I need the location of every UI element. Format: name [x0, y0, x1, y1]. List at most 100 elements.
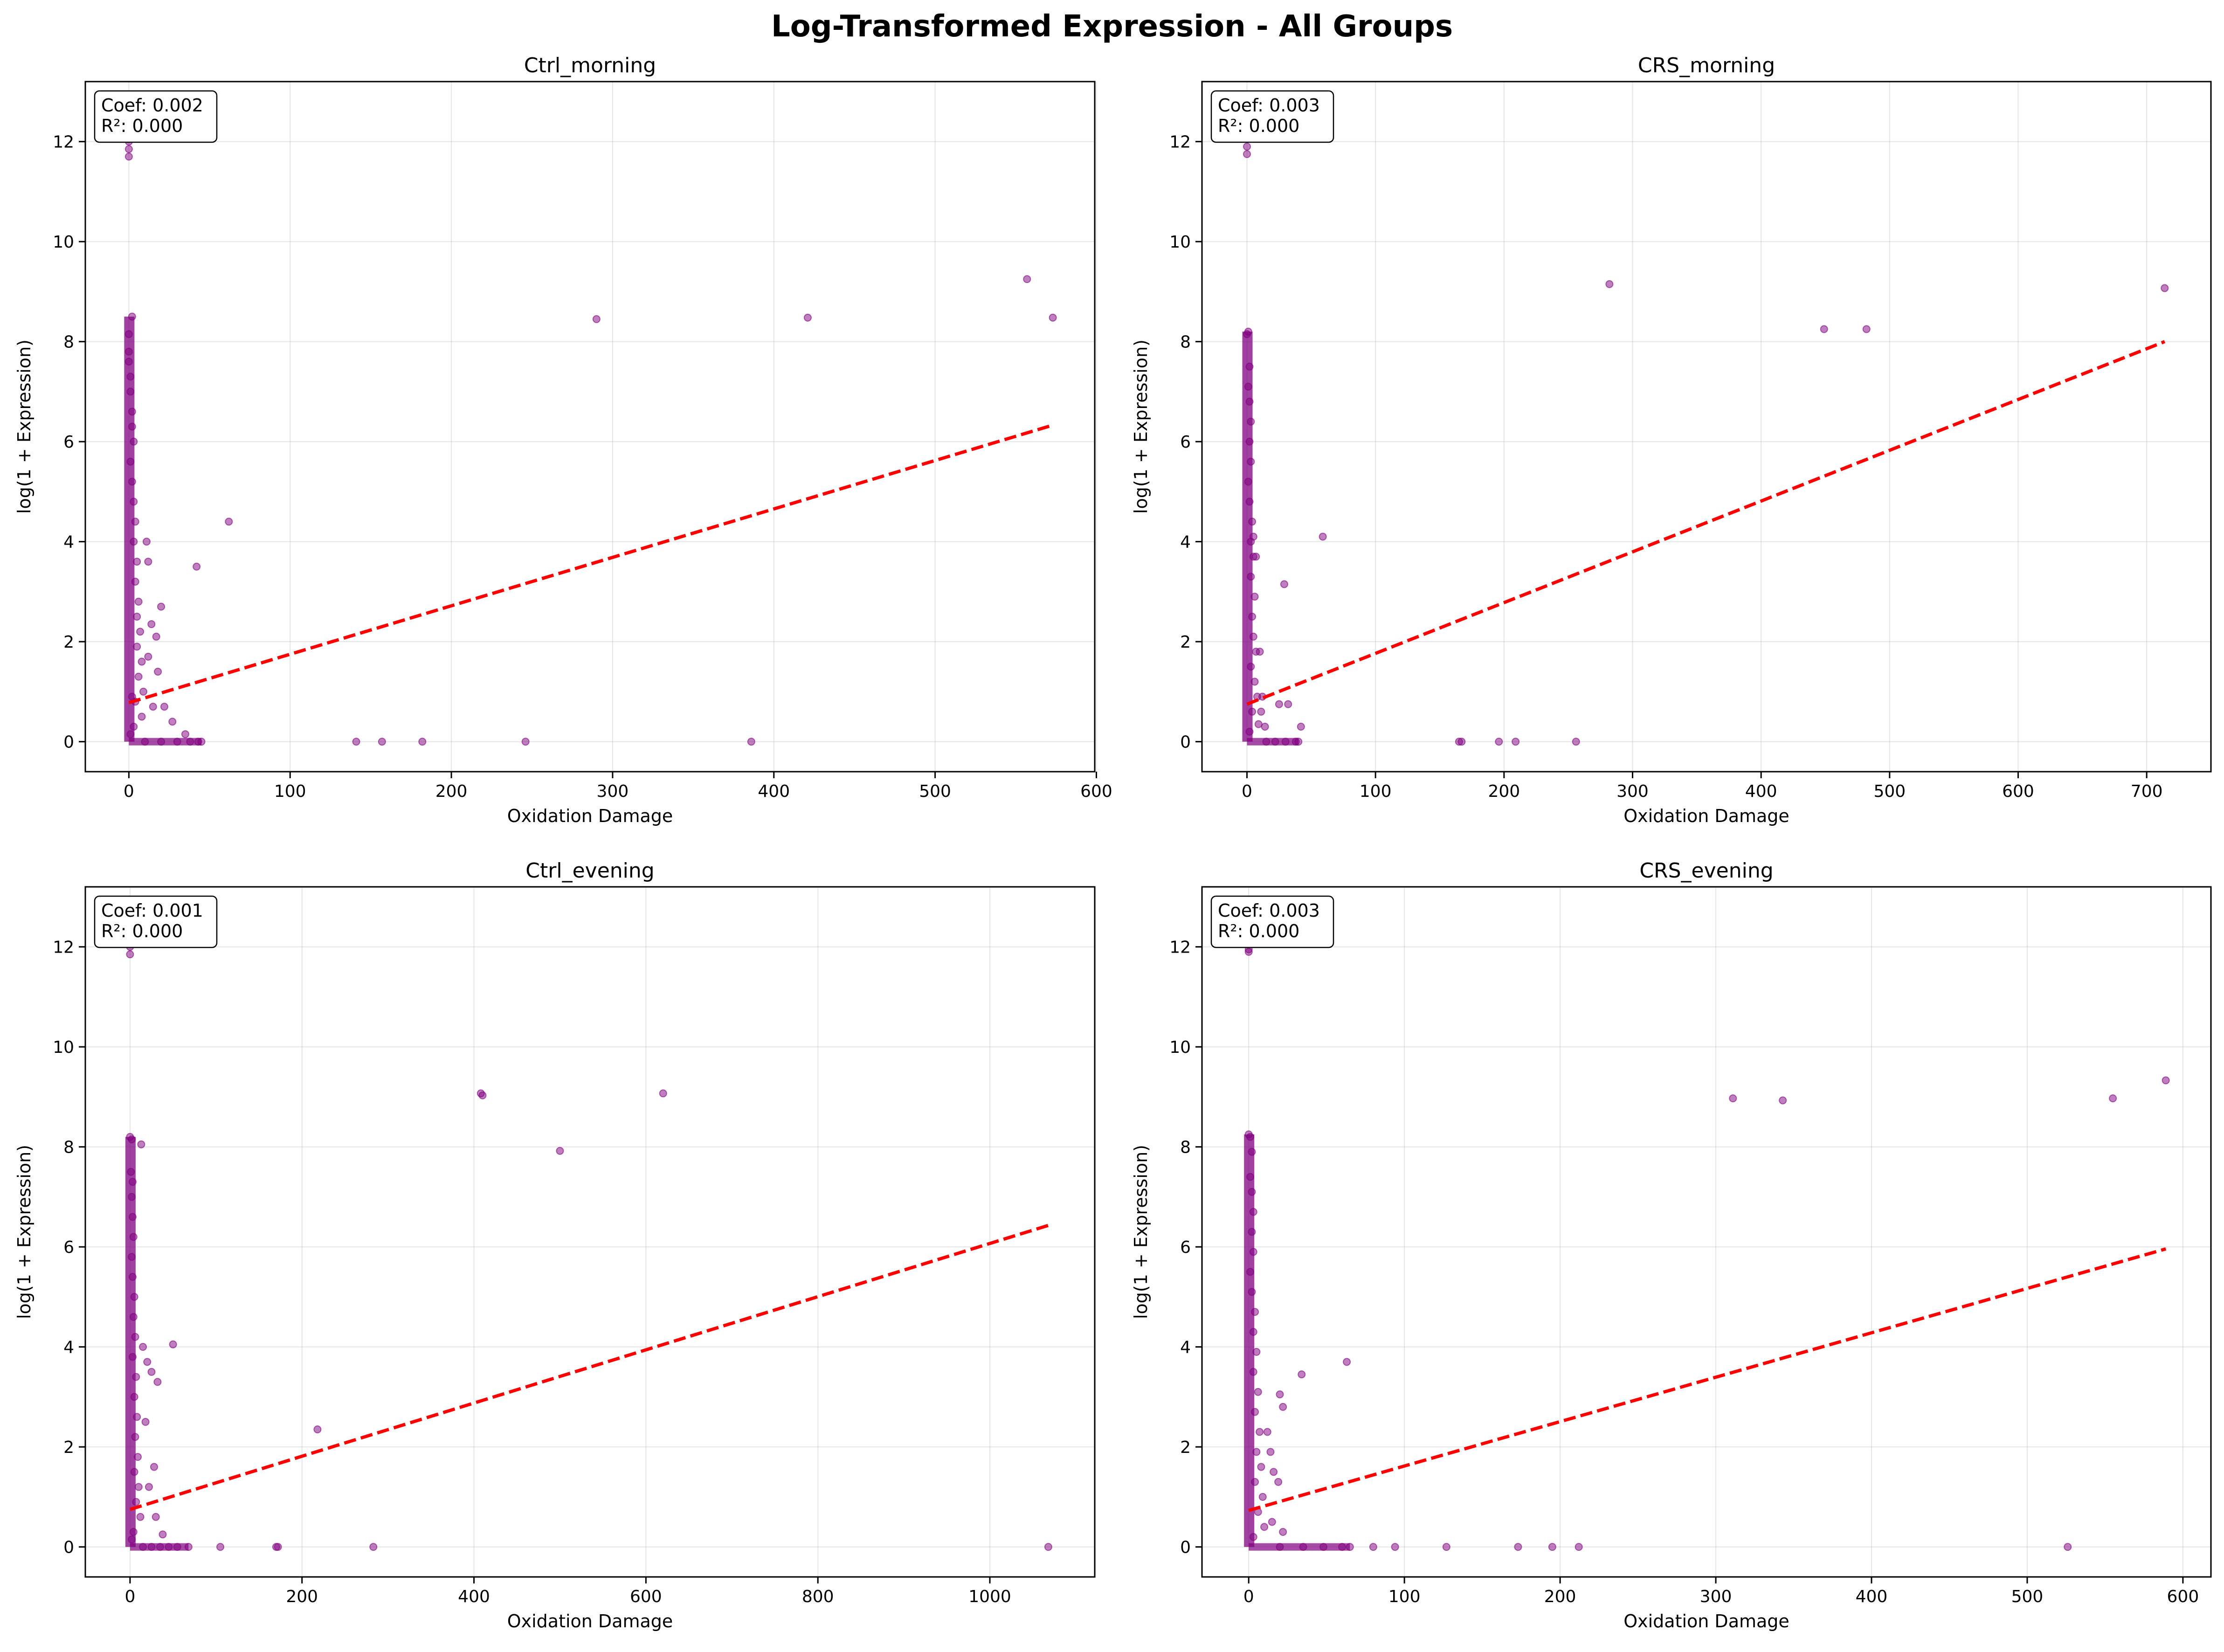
dense-point-cluster	[124, 317, 202, 746]
axes-frame	[1201, 81, 2212, 773]
data-point	[152, 632, 160, 641]
data-point	[160, 703, 168, 711]
dense-baseline	[1249, 1543, 1350, 1551]
y-tick-label: 4	[63, 1338, 74, 1357]
x-tick-label: 100	[1388, 1587, 1421, 1606]
x-tick-label: 600	[2002, 782, 2034, 801]
data-point	[1275, 700, 1283, 708]
data-point	[134, 672, 143, 681]
y-tick-label: 0	[63, 1538, 74, 1557]
x-tick-label: 0	[1242, 782, 1252, 801]
y-tick-label: 6	[63, 433, 74, 452]
data-point	[1605, 280, 1614, 288]
data-point	[592, 315, 601, 323]
x-tick-label: 400	[758, 782, 790, 801]
y-tick-label: 2	[63, 1438, 74, 1457]
y-axis-label: log(1 + Expression)	[14, 339, 35, 514]
data-point	[1575, 1543, 1583, 1551]
data-point	[138, 712, 146, 721]
x-tick-label: 0	[1243, 1587, 1254, 1606]
y-axis: 0 2 4 6 8 10 12	[53, 938, 85, 1557]
data-point	[1279, 1528, 1287, 1536]
data-point	[149, 703, 157, 711]
subplot-ctrl-evening: 0 200 400 600 800 1000 0 2 4 6 8 10 12 Oxidation Dama…	[14, 859, 1096, 1631]
x-tick-label: 300	[1616, 782, 1649, 801]
r2-text: R²: 0.000	[101, 921, 183, 941]
data-point	[1276, 1390, 1284, 1399]
data-point	[168, 718, 177, 726]
data-point	[1244, 947, 1253, 956]
y-tick-label: 2	[63, 633, 74, 652]
data-point	[124, 152, 133, 161]
data-point	[124, 145, 133, 153]
data-point	[2109, 1094, 2117, 1103]
x-tick-label: 600	[2167, 1587, 2199, 1606]
dense-baseline	[129, 738, 202, 746]
data-point	[418, 738, 427, 746]
data-point	[369, 1543, 378, 1551]
x-tick-label: 1000	[968, 1587, 1011, 1606]
data-point	[1260, 1523, 1269, 1531]
y-tick-label: 6	[1180, 433, 1191, 452]
x-tick-label: 0	[124, 1587, 135, 1606]
data-point	[1243, 150, 1251, 159]
x-tick-label: 400	[458, 1587, 490, 1606]
x-axis-label: Oxidation Damage	[507, 806, 673, 826]
data-point	[139, 1343, 147, 1351]
data-point	[1044, 1543, 1052, 1551]
data-point	[1457, 738, 1466, 746]
data-point	[133, 643, 141, 651]
data-point	[1263, 1428, 1271, 1436]
data-point	[1258, 1493, 1267, 1501]
dense-baseline	[1247, 738, 1298, 746]
data-point	[154, 668, 162, 676]
data-point	[1049, 313, 1057, 322]
figure-title: Log-Transformed Expression - All Groups	[771, 9, 1453, 44]
x-axis: 0 100 200 300 400 500 600	[124, 772, 1112, 801]
data-point	[378, 738, 386, 746]
data-point	[521, 738, 530, 746]
data-point	[152, 1513, 160, 1521]
y-tick-label: 12	[53, 133, 74, 152]
x-tick-label: 300	[597, 782, 629, 801]
data-point	[134, 597, 143, 606]
stats-box-frame	[1210, 895, 1334, 948]
x-tick-label: 500	[2011, 1587, 2044, 1606]
data-point	[352, 738, 360, 746]
y-axis: 0 2 4 6 8 10 12	[1169, 133, 1202, 752]
y-tick-label: 2	[1180, 1438, 1191, 1457]
x-tick-label: 600	[1080, 782, 1112, 801]
data-point	[1572, 738, 1580, 746]
data-point	[181, 730, 189, 739]
y-tick-label: 12	[1169, 938, 1191, 957]
x-axis-label: Oxidation Damage	[1623, 1611, 1789, 1631]
data-point	[1279, 1403, 1287, 1411]
subplot-title: CRS_evening	[1639, 859, 1773, 883]
data-point	[1261, 722, 1269, 731]
y-tick-label: 4	[1180, 1338, 1191, 1357]
data-point	[143, 1358, 152, 1366]
data-point	[216, 1543, 225, 1551]
grid	[1202, 82, 2211, 772]
data-point	[136, 628, 145, 636]
x-tick-label: 800	[802, 1587, 834, 1606]
x-axis-label: Oxidation Damage	[507, 1611, 673, 1631]
data-point	[136, 1513, 145, 1521]
x-axis: 0 200 400 600 800 1000	[124, 1577, 1011, 1606]
data-point	[1252, 553, 1260, 561]
coef-text: Coef: 0.003	[1218, 900, 1320, 921]
subplot-title: Ctrl_morning	[524, 54, 656, 77]
data-point	[1254, 1388, 1262, 1396]
data-point	[144, 652, 152, 661]
data-point	[147, 620, 156, 629]
y-tick-label: 10	[1169, 1038, 1191, 1057]
x-tick-label: 500	[919, 782, 951, 801]
data-point	[153, 1378, 162, 1386]
dense-point-cluster	[125, 1137, 189, 1551]
y-axis: 0 2 4 6 8 10 12	[1169, 938, 1202, 1557]
y-tick-label: 8	[1180, 333, 1191, 352]
